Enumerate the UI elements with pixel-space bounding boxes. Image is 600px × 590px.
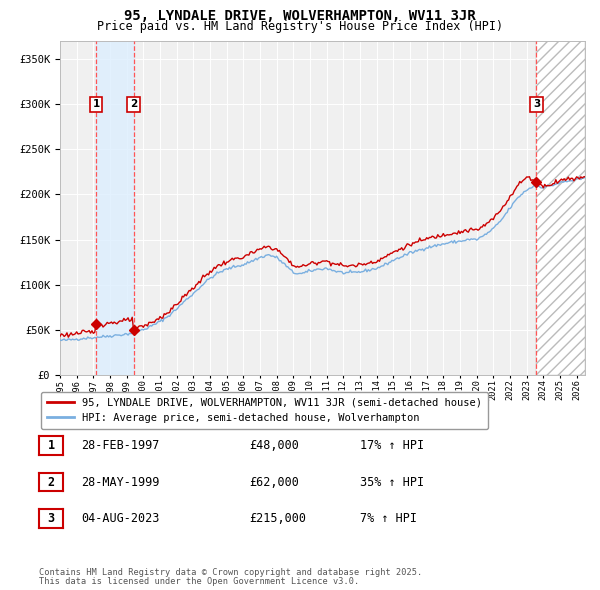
Text: 17% ↑ HPI: 17% ↑ HPI [360, 439, 424, 452]
Bar [536, 41, 585, 375]
Text: 2: 2 [47, 476, 55, 489]
Text: 3: 3 [47, 512, 55, 525]
Text: 95, LYNDALE DRIVE, WOLVERHAMPTON, WV11 3JR: 95, LYNDALE DRIVE, WOLVERHAMPTON, WV11 3… [124, 9, 476, 23]
Text: 35% ↑ HPI: 35% ↑ HPI [360, 476, 424, 489]
Text: 04-AUG-2023: 04-AUG-2023 [81, 512, 160, 525]
Text: Price paid vs. HM Land Registry's House Price Index (HPI): Price paid vs. HM Land Registry's House … [97, 20, 503, 33]
Text: 28-MAY-1999: 28-MAY-1999 [81, 476, 160, 489]
Text: Contains HM Land Registry data © Crown copyright and database right 2025.: Contains HM Land Registry data © Crown c… [39, 568, 422, 577]
Text: £215,000: £215,000 [249, 512, 306, 525]
Bar [536, 41, 585, 375]
Text: £48,000: £48,000 [249, 439, 299, 452]
Legend: 95, LYNDALE DRIVE, WOLVERHAMPTON, WV11 3JR (semi-detached house), HPI: Average p: 95, LYNDALE DRIVE, WOLVERHAMPTON, WV11 3… [41, 392, 488, 430]
Text: 1: 1 [92, 99, 100, 109]
Bar [96, 41, 133, 375]
Text: 7% ↑ HPI: 7% ↑ HPI [360, 512, 417, 525]
Text: This data is licensed under the Open Government Licence v3.0.: This data is licensed under the Open Gov… [39, 577, 359, 586]
Text: 28-FEB-1997: 28-FEB-1997 [81, 439, 160, 452]
Text: 3: 3 [533, 99, 540, 109]
Text: 2: 2 [130, 99, 137, 109]
Text: £62,000: £62,000 [249, 476, 299, 489]
Text: 1: 1 [47, 439, 55, 452]
